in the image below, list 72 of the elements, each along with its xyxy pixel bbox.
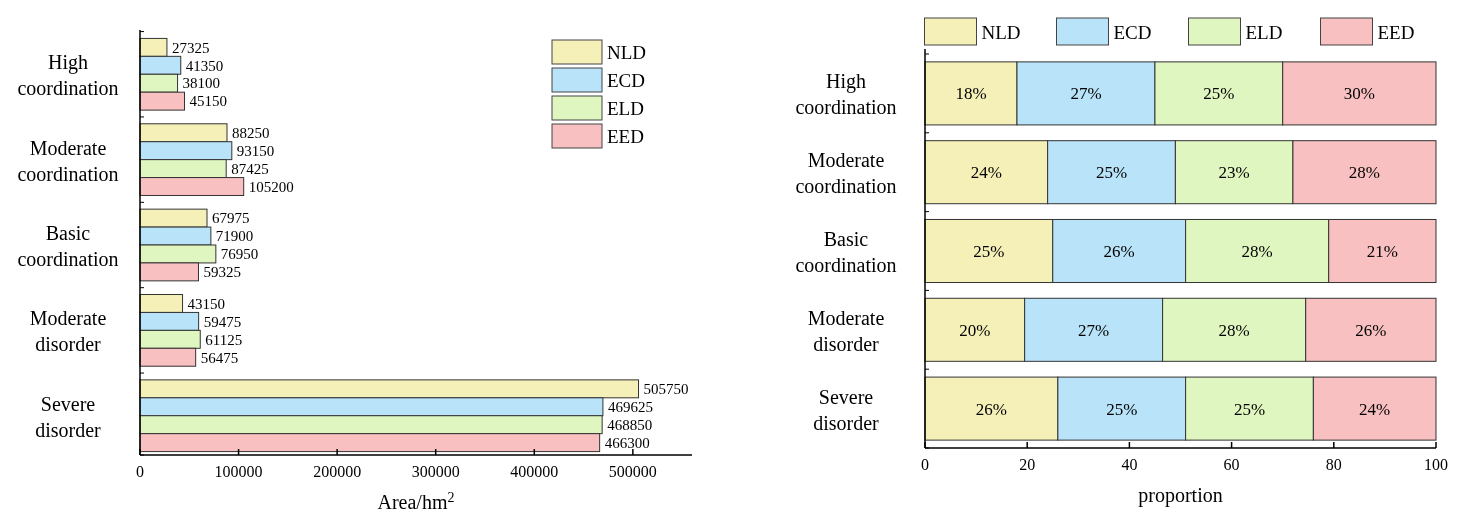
y-tick-label: High coordination [17, 51, 119, 100]
x-tick-label: 60 [1223, 456, 1240, 473]
data-label: 41350 [185, 57, 224, 74]
data-label: 27325 [171, 39, 210, 56]
data-label: 27% [1078, 320, 1110, 340]
data-label: 24% [970, 163, 1002, 183]
data-label: 76950 [220, 246, 259, 263]
data-label: 56475 [200, 349, 239, 366]
data-label: 30% [1343, 84, 1375, 104]
x-tick-label: 100 [1424, 456, 1448, 473]
x-tick-label: 80 [1325, 456, 1342, 473]
data-label: 20% [959, 320, 991, 340]
data-label: 466300 [604, 434, 650, 451]
data-label: 23% [1218, 163, 1250, 183]
data-label: 25% [1203, 84, 1235, 104]
y-tick-label: Moderate disorder [29, 307, 107, 356]
data-label: 25% [973, 241, 1005, 261]
series-label: ECD [1113, 21, 1152, 43]
x-tick-label: 20 [1019, 456, 1036, 473]
x-tick-label: 400000 [510, 463, 559, 480]
data-label: 43150 [187, 295, 226, 312]
data-label: 24% [1359, 399, 1391, 419]
y-tick-label: Severe disorder [35, 392, 102, 441]
x-tick-label: 200000 [313, 463, 362, 480]
data-label: 27% [1070, 84, 1102, 104]
x-tick-label: 0 [136, 463, 144, 480]
data-label: 25% [1106, 399, 1138, 419]
data-label: 25% [1233, 399, 1266, 419]
y-tick-label: Moderate disorder [807, 306, 885, 355]
x-tick-label: 40 [1121, 456, 1138, 473]
y-tick-label: Basic coordination [17, 222, 119, 270]
data-label: 505750 [643, 381, 689, 398]
data-label: 59325 [203, 264, 241, 281]
data-label: 67975 [212, 210, 250, 227]
x-axis-title: Area/hm$^{2}$ [377, 489, 455, 513]
data-label: 28% [1241, 241, 1273, 261]
legend-label: ECD [607, 69, 645, 91]
data-label: 61125 [205, 331, 243, 348]
legend-label: NLD [981, 21, 1021, 43]
x-tick-label: 500000 [608, 463, 657, 480]
data-label: 71900 [215, 228, 254, 245]
data-label: 18% [955, 84, 987, 104]
legend-label: ELD [607, 97, 644, 119]
data-label: 25% [1095, 163, 1128, 183]
data-label: 21% [1366, 241, 1398, 261]
legend-label: EED [607, 125, 644, 147]
x-tick-label: 300000 [411, 463, 460, 480]
data-label: 87425 [231, 160, 269, 177]
data-label: 45150 [189, 93, 228, 110]
data-label: 26% [975, 399, 1008, 419]
legend-label: EED [1377, 21, 1415, 43]
data-label: 469625 [607, 399, 653, 416]
x-tick-label: 0 [921, 456, 929, 473]
data-label: 88250 [231, 124, 270, 141]
data-label: 105200 [248, 178, 294, 195]
x-axis-title: proportion [1138, 484, 1223, 507]
legend-label: NLD [607, 41, 647, 63]
y-tick-label: Moderate coordination [795, 149, 897, 198]
x-tick-label: 100000 [214, 463, 263, 480]
legend-label: ELD [1245, 21, 1283, 43]
data-label: 468850 [607, 416, 653, 433]
data-label: 26% [1355, 320, 1387, 340]
data-label: 93150 [236, 142, 275, 159]
y-tick-label: High coordination [795, 70, 897, 119]
data-label: 26% [1103, 241, 1135, 261]
y-tick-label: Basic coordination [795, 228, 897, 276]
y-tick-label: Severe disorder [813, 385, 880, 434]
data-label: 38100 [182, 75, 221, 92]
data-label: 28% [1218, 320, 1250, 340]
data-label: 59475 [203, 313, 242, 330]
y-tick-label: Moderate coordination [17, 136, 119, 185]
data-label: 28% [1348, 163, 1381, 183]
